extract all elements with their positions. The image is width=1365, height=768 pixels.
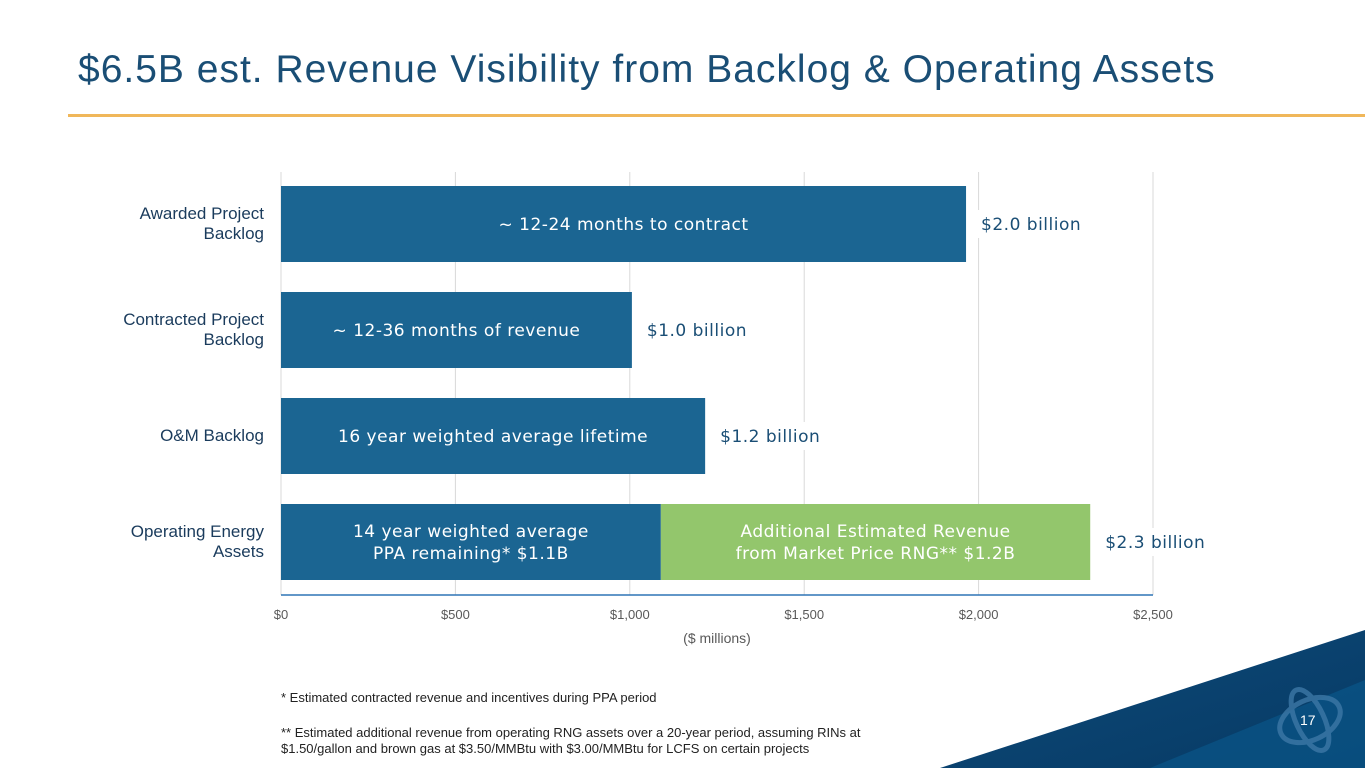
bar-label: ~ 12-24 months to contract (499, 215, 749, 235)
bar-segment (281, 398, 706, 474)
bar-label: PPA remaining* $1.1B (373, 544, 569, 564)
revenue-bar-chart: $0 $500 $1,000 $1,500 $2,000 $2,500 ($ million… (123, 172, 1236, 646)
title-divider (68, 114, 1365, 117)
bar-label: ~ 12-36 months of revenue (333, 321, 581, 341)
total-label-bg (975, 210, 1112, 238)
total-label-bg (714, 422, 851, 450)
x-tick-label: $500 (441, 607, 470, 622)
bar-segment (281, 292, 632, 368)
total-label-bg (1099, 528, 1236, 556)
category-label: Contracted Project (123, 310, 264, 329)
x-axis-label: ($ millions) (683, 630, 751, 646)
category-label: Backlog (204, 330, 264, 349)
x-tick-label: $1,500 (784, 607, 824, 622)
footnote-2-line-2: $1.50/gallon and brown gas at $3.50/MMBt… (281, 741, 810, 756)
category-label: O&M Backlog (160, 426, 264, 445)
bar-label: from Market Price RNG** $1.2B (736, 544, 1016, 564)
total-label: $1.2 billion (720, 427, 820, 447)
bar-label: 14 year weighted average (353, 522, 589, 542)
total-label: $1.0 billion (647, 321, 747, 341)
bar-segment (660, 504, 1091, 580)
bar-label: 16 year weighted average lifetime (338, 427, 648, 447)
footnote-2-line-1: ** Estimated additional revenue from ope… (281, 725, 861, 740)
total-label: $2.3 billion (1105, 533, 1205, 553)
bar-label: Additional Estimated Revenue (740, 522, 1010, 542)
page-number: 17 (1300, 712, 1316, 728)
x-tick-label: $2,000 (959, 607, 999, 622)
total-label-bg (640, 316, 777, 344)
total-label: $2.0 billion (981, 215, 1081, 235)
bar-segment (281, 504, 661, 580)
x-tick-label: $1,000 (610, 607, 650, 622)
logo-icon (1277, 687, 1343, 753)
category-label: Awarded Project (140, 204, 265, 223)
x-tick-label: $2,500 (1133, 607, 1173, 622)
category-label: Operating Energy (131, 522, 265, 541)
page-title: $6.5B est. Revenue Visibility from Backl… (78, 48, 1216, 91)
bar-segment (281, 186, 967, 262)
category-label: Assets (213, 542, 264, 561)
x-tick-label: $0 (274, 607, 288, 622)
footnote-1: * Estimated contracted revenue and incen… (281, 690, 657, 705)
category-label: Backlog (204, 224, 264, 243)
